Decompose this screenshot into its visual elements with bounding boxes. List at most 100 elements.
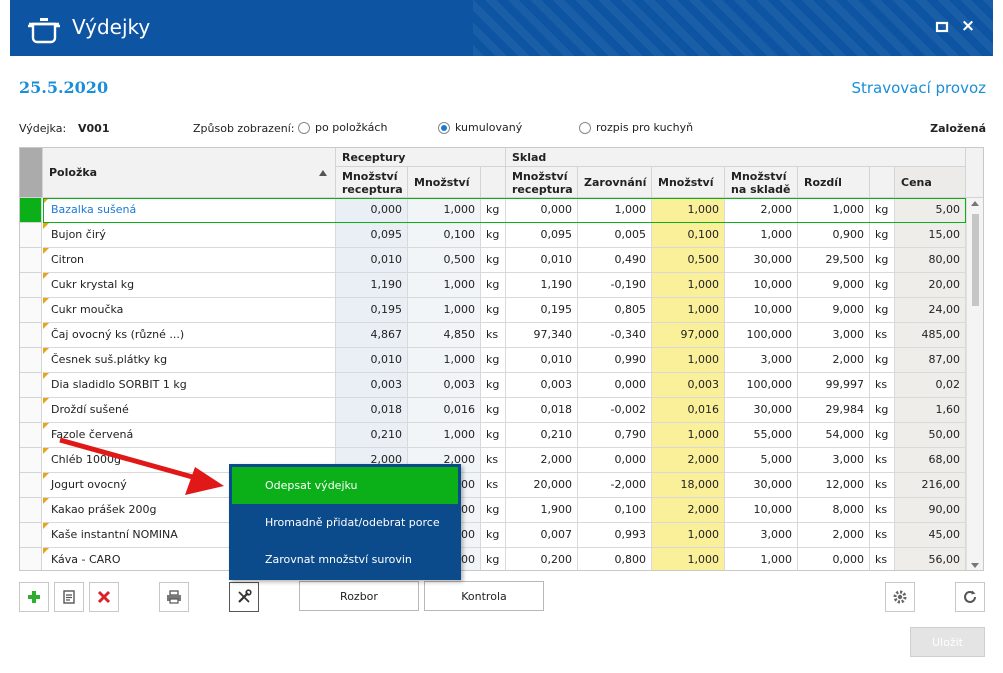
scroll-up-icon[interactable] <box>971 201 979 206</box>
maximize-icon[interactable] <box>935 20 949 34</box>
tools-button[interactable] <box>229 582 259 612</box>
cell-s-mnozstvi-receptura[interactable]: 20,000 <box>506 473 578 498</box>
cell-cena[interactable]: 0,02 <box>895 373 966 398</box>
cell-cena[interactable]: 15,00 <box>895 223 966 248</box>
column-header-r-mnozstvi[interactable]: Množství <box>408 167 481 198</box>
cell-r-mnozstvi[interactable]: 0,003 <box>408 373 481 398</box>
cell-zarovnani[interactable]: 0,490 <box>578 248 652 273</box>
cell-unit[interactable]: kg <box>481 198 506 223</box>
cell-s-mnozstvi[interactable]: 0,003 <box>652 373 725 398</box>
cell-zarovnani[interactable]: 0,000 <box>578 448 652 473</box>
add-button[interactable] <box>19 582 49 612</box>
cell-r-mnozstvi-receptura[interactable]: 0,010 <box>336 248 408 273</box>
cell-polozka[interactable]: Bazalka sušená <box>43 198 336 223</box>
cell-s-mnozstvi[interactable]: 1,000 <box>652 273 725 298</box>
cell-na-sklade[interactable]: 55,000 <box>725 423 798 448</box>
cell-r-mnozstvi-receptura[interactable]: 0,210 <box>336 423 408 448</box>
cell-s-mnozstvi-receptura[interactable]: 1,900 <box>506 498 578 523</box>
radio-dot[interactable] <box>579 121 591 134</box>
cell-unit-2[interactable]: kg <box>870 248 895 273</box>
cell-rozdil[interactable]: 54,000 <box>798 423 870 448</box>
provoz-link[interactable]: Stravovací provoz <box>851 79 986 97</box>
cell-s-mnozstvi[interactable]: 2,000 <box>652 498 725 523</box>
cell-unit[interactable]: kg <box>481 223 506 248</box>
cell-na-sklade[interactable]: 10,000 <box>725 498 798 523</box>
cell-na-sklade[interactable]: 100,000 <box>725 373 798 398</box>
ulozit-button[interactable]: Uložit <box>910 627 985 657</box>
refresh-button[interactable] <box>955 582 985 612</box>
cell-unit[interactable]: kg <box>481 298 506 323</box>
cell-unit-2[interactable]: ks <box>870 323 895 348</box>
cell-unit-2[interactable]: kg <box>870 273 895 298</box>
cell-cena[interactable]: 485,00 <box>895 323 966 348</box>
cell-na-sklade[interactable]: 100,000 <box>725 323 798 348</box>
cell-zarovnani[interactable]: 1,000 <box>578 198 652 223</box>
cell-s-mnozstvi[interactable]: 0,016 <box>652 398 725 423</box>
row-indicator[interactable] <box>20 523 42 548</box>
cell-r-mnozstvi-receptura[interactable]: 0,018 <box>336 398 408 423</box>
cell-s-mnozstvi[interactable]: 18,000 <box>652 473 725 498</box>
cell-rozdil[interactable]: 29,500 <box>798 248 870 273</box>
cell-polozka[interactable]: Citron <box>43 248 336 273</box>
cell-cena[interactable]: 90,00 <box>895 498 966 523</box>
rozbor-button[interactable]: Rozbor <box>299 581 419 611</box>
cell-s-mnozstvi[interactable]: 1,000 <box>652 348 725 373</box>
scroll-down-icon[interactable] <box>971 563 979 568</box>
cell-zarovnani[interactable]: -0,002 <box>578 398 652 423</box>
cell-unit[interactable]: kg <box>481 498 506 523</box>
cell-unit[interactable]: kg <box>481 523 506 548</box>
cell-r-mnozstvi[interactable]: 0,500 <box>408 248 481 273</box>
cell-unit-2[interactable]: kg <box>870 298 895 323</box>
cell-r-mnozstvi-receptura[interactable]: 0,003 <box>336 373 408 398</box>
cell-s-mnozstvi[interactable]: 0,100 <box>652 223 725 248</box>
cell-zarovnani[interactable]: 0,005 <box>578 223 652 248</box>
cell-r-mnozstvi[interactable]: 1,000 <box>408 423 481 448</box>
cell-cena[interactable]: 216,00 <box>895 473 966 498</box>
cell-unit[interactable]: ks <box>481 323 506 348</box>
cell-rozdil[interactable]: 0,900 <box>798 223 870 248</box>
row-indicator[interactable] <box>20 198 42 223</box>
cell-unit-2[interactable]: ks <box>870 498 895 523</box>
cell-zarovnani[interactable]: 0,990 <box>578 348 652 373</box>
cell-unit[interactable]: kg <box>481 248 506 273</box>
cell-cena[interactable]: 5,00 <box>895 198 966 223</box>
menu-item-odepsat-vydejku[interactable]: Odepsat výdejku <box>232 467 458 504</box>
row-indicator[interactable] <box>20 248 42 273</box>
cell-s-mnozstvi[interactable]: 1,000 <box>652 198 725 223</box>
menu-item-hromadne-pridat-porce[interactable]: Hromadně přidat/odebrat porce <box>265 516 440 529</box>
cell-s-mnozstvi[interactable]: 0,500 <box>652 248 725 273</box>
row-indicator[interactable] <box>20 423 42 448</box>
close-icon[interactable]: × <box>960 16 976 36</box>
vertical-scrollbar[interactable] <box>966 198 983 570</box>
cell-na-sklade[interactable]: 1,000 <box>725 223 798 248</box>
cell-zarovnani[interactable]: -0,190 <box>578 273 652 298</box>
items-grid[interactable]: Položka Receptury Sklad Množství receptu… <box>19 147 984 571</box>
cell-rozdil[interactable]: 9,000 <box>798 273 870 298</box>
print-button[interactable] <box>159 582 189 612</box>
cell-rozdil[interactable]: 9,000 <box>798 298 870 323</box>
radio-dot[interactable] <box>298 121 310 134</box>
column-header-r-mnozstvi-receptura[interactable]: Množství receptura <box>336 167 408 198</box>
cell-rozdil[interactable]: 99,997 <box>798 373 870 398</box>
cell-zarovnani[interactable]: -2,000 <box>578 473 652 498</box>
radio-rozpis-pro-kuchyn[interactable]: rozpis pro kuchyň <box>579 121 693 134</box>
cell-na-sklade[interactable]: 30,000 <box>725 473 798 498</box>
column-header-polozka[interactable]: Položka <box>43 148 336 198</box>
cell-unit-2[interactable]: kg <box>870 398 895 423</box>
cell-s-mnozstvi-receptura[interactable]: 0,010 <box>506 348 578 373</box>
cell-unit-2[interactable]: kg <box>870 198 895 223</box>
row-indicator[interactable] <box>20 373 42 398</box>
row-indicator[interactable] <box>20 273 42 298</box>
cell-s-mnozstvi-receptura[interactable]: 0,003 <box>506 373 578 398</box>
cell-polozka[interactable]: Cukr krystal kg <box>43 273 336 298</box>
column-header-s-mnozstvi[interactable]: Množství <box>652 167 725 198</box>
cell-polozka[interactable]: Dia sladidlo SORBIT 1 kg <box>43 373 336 398</box>
row-indicator[interactable] <box>20 348 42 373</box>
cell-s-mnozstvi[interactable]: 1,000 <box>652 523 725 548</box>
row-indicator[interactable] <box>20 498 42 523</box>
cell-r-mnozstvi[interactable]: 1,000 <box>408 198 481 223</box>
cell-r-mnozstvi[interactable]: 1,000 <box>408 298 481 323</box>
cell-r-mnozstvi-receptura[interactable]: 4,867 <box>336 323 408 348</box>
cell-r-mnozstvi[interactable]: 1,000 <box>408 348 481 373</box>
cell-cena[interactable]: 24,00 <box>895 298 966 323</box>
